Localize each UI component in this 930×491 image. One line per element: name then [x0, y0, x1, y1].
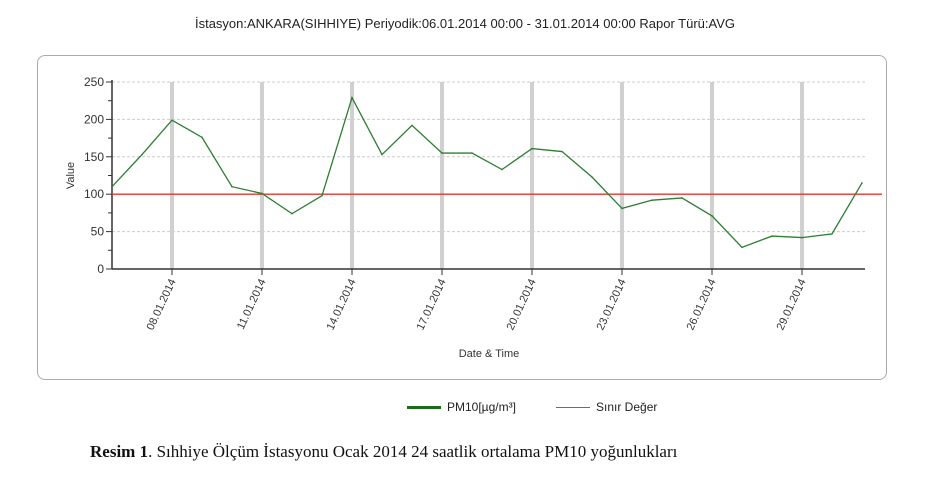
- data-point-pm10: [411, 124, 413, 127]
- series-line-pm10: [111, 96, 863, 249]
- x-tick-label: 29.01.2014: [775, 277, 809, 332]
- x-tick-label: 20.01.2014: [505, 277, 539, 332]
- legend-label-pm10: PM10[µg/m³]: [447, 400, 516, 414]
- data-point-pm10: [171, 119, 173, 121]
- data-point-pm10: [741, 246, 743, 249]
- y-tick-label: 200: [84, 112, 104, 126]
- x-tick-label: 14.01.2014: [325, 277, 359, 332]
- data-point-pm10: [831, 233, 833, 235]
- data-point-pm10: [291, 212, 293, 215]
- data-point-pm10: [861, 182, 863, 184]
- data-point-pm10: [591, 176, 593, 178]
- caption-text: . Sıhhiye Ölçüm İstasyonu Ocak 2014 24 s…: [148, 442, 678, 461]
- data-point-pm10: [381, 153, 383, 156]
- data-point-pm10: [681, 197, 683, 199]
- data-point-pm10: [801, 236, 803, 239]
- y-tick-label: 50: [91, 225, 105, 239]
- data-point-pm10: [771, 235, 773, 237]
- y-tick-label: 250: [84, 75, 104, 89]
- data-point-pm10: [711, 215, 713, 217]
- chart-title: İstasyon:ANKARA(SIHHIYE) Periyodik:06.01…: [194, 16, 736, 31]
- figure-caption: Resim 1. Sıhhiye Ölçüm İstasyonu Ocak 20…: [90, 442, 677, 462]
- y-tick-label: 0: [97, 262, 104, 276]
- y-axis-label: Value: [65, 162, 77, 189]
- legend-swatch-pm10: [407, 405, 441, 409]
- x-tick-label: 23.01.2014: [595, 277, 629, 332]
- data-point-pm10: [531, 147, 533, 150]
- data-point-pm10: [471, 152, 473, 154]
- x-axis-label: Date & Time: [459, 348, 520, 360]
- caption-label: Resim 1: [90, 442, 149, 461]
- x-tick-label: 11.01.2014: [235, 277, 269, 331]
- data-point-pm10: [201, 136, 203, 139]
- data-point-pm10: [261, 192, 263, 195]
- legend-limit: Sınır Değer: [556, 400, 657, 414]
- data-point-pm10: [351, 96, 353, 99]
- data-point-pm10: [501, 168, 503, 171]
- data-point-pm10: [111, 185, 113, 188]
- legend-label-limit: Sınır Değer: [596, 400, 658, 414]
- x-tick-label: 08.01.2014: [145, 277, 179, 332]
- chart-frame: [37, 55, 887, 380]
- data-point-pm10: [231, 185, 233, 188]
- y-tick-label: 100: [84, 187, 104, 201]
- x-tick-label: 17.01.2014: [415, 277, 449, 332]
- data-point-pm10: [651, 199, 653, 201]
- data-point-pm10: [321, 194, 323, 197]
- data-point-pm10: [561, 150, 563, 153]
- y-tick-label: 150: [84, 150, 104, 164]
- legend-swatch-limit: [556, 406, 590, 408]
- data-point-pm10: [441, 152, 443, 154]
- data-point-pm10: [621, 207, 623, 210]
- legend-pm10: PM10[µg/m³]: [407, 400, 516, 414]
- x-tick-label: 26.01.2014: [685, 277, 719, 332]
- data-point-pm10: [141, 153, 143, 156]
